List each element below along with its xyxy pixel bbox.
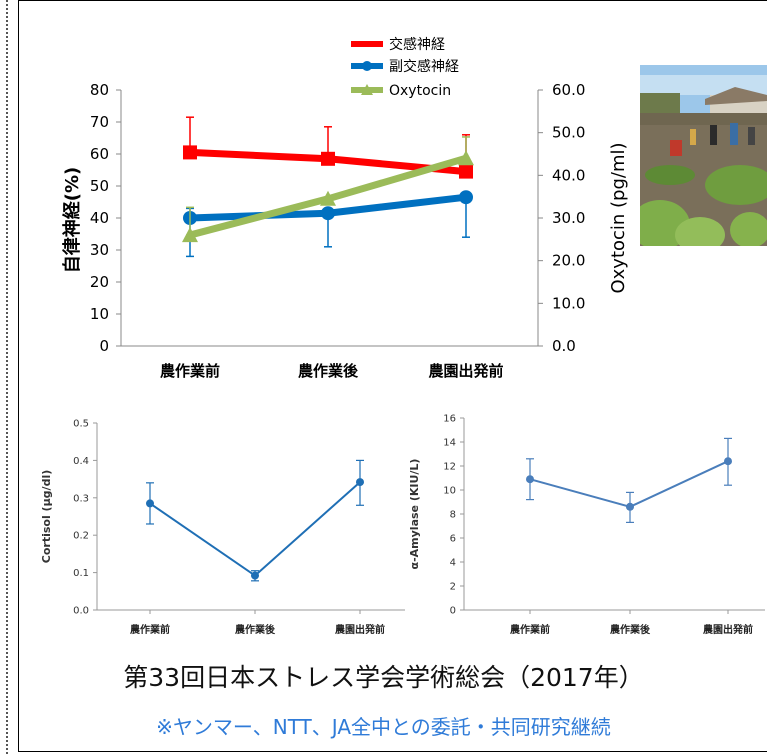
x-tick-label: 農作業前 — [510, 623, 550, 636]
y-tick-label: 16 — [443, 414, 456, 425]
y2-tick-label: 30.0 — [552, 209, 585, 227]
y-tick-label: 40 — [90, 209, 109, 227]
y2-tick-label: 0.0 — [552, 337, 576, 355]
y-tick-label: 0.4 — [73, 456, 89, 467]
data-point — [320, 190, 336, 206]
y-tick-label: 8 — [450, 510, 456, 521]
y-tick-label: 10 — [90, 305, 109, 323]
y-tick-label: 0.1 — [73, 568, 89, 579]
y-tick-label: 4 — [450, 558, 456, 569]
autonomic-nerve-chart: 0 10 20 30 40 50 60 70 80 0.0 10.0 20.0 30.0 40.0 50.0… — [61, 36, 629, 380]
data-point — [321, 206, 335, 221]
y-tick-label: 70 — [90, 113, 109, 131]
y2-axis-title: Oxytocin (pg/ml) — [608, 142, 629, 293]
y-tick-label: 12 — [443, 462, 456, 473]
data-point — [459, 190, 473, 205]
y-tick-label: 10 — [443, 486, 456, 497]
data-point — [459, 164, 473, 179]
x-tick-label: 農作業後 — [298, 362, 359, 380]
y-tick-label: 0.5 — [73, 419, 89, 430]
y-tick-label: 30 — [90, 241, 109, 259]
y2-tick-label: 10.0 — [552, 294, 585, 312]
y-tick-label: 60 — [90, 145, 109, 163]
y-axis-title: Cortisol (μg/dl) — [40, 470, 53, 563]
legend-marker — [361, 84, 373, 95]
page-divider — [6, 0, 8, 754]
y-axis-title: 自律神経(%) — [61, 167, 83, 274]
series-line — [529, 460, 729, 508]
conference-title: 第33回日本ストレス学会学術総会（2017年） — [123, 663, 644, 692]
x-tick-label: 農園出発前 — [335, 623, 385, 636]
x-tick-label: 農作業前 — [160, 362, 220, 380]
y2-tick-label: 40.0 — [552, 166, 585, 184]
legend-label: 副交感神経 — [389, 58, 459, 75]
data-point — [458, 150, 474, 166]
legend-label: 交感神経 — [389, 36, 445, 53]
series-2 — [182, 136, 474, 243]
y-tick-label: 6 — [450, 534, 456, 545]
data-point — [526, 475, 534, 484]
y-tick-label: 2 — [450, 582, 456, 593]
data-point — [724, 457, 732, 466]
x-tick-label: 農園出発前 — [703, 623, 753, 636]
y-axis-title: α-Amylase (KIU/L) — [408, 459, 421, 570]
research-note: ※ヤンマー、NTT、JA全中との委託・共同研究継続 — [156, 715, 611, 739]
y2-tick-label: 60.0 — [552, 81, 585, 99]
y2-tick-label: 20.0 — [552, 252, 585, 270]
legend-label: Oxytocin — [389, 83, 451, 99]
series-line — [149, 481, 361, 577]
x-tick-label: 農作業後 — [235, 623, 276, 636]
y-tick-label: 0 — [99, 337, 109, 355]
y-tick-label: 0.2 — [73, 531, 89, 542]
y-tick-label: 0.0 — [73, 606, 89, 617]
farm-photo — [640, 65, 767, 246]
data-point — [321, 151, 335, 166]
cortisol-chart: 0.0 0.1 0.2 0.3 0.4 0.5 農作業前 農作業後 農園出発前 Cortisol … — [40, 419, 405, 636]
data-point — [182, 227, 198, 243]
y-tick-label: 20 — [90, 273, 109, 291]
data-point — [251, 571, 259, 580]
y-tick-label: 0 — [450, 606, 456, 617]
data-point — [183, 145, 197, 160]
data-point — [146, 499, 154, 508]
x-tick-label: 農作業後 — [610, 623, 651, 636]
y-tick-label: 14 — [443, 438, 456, 449]
y-tick-label: 50 — [90, 177, 109, 195]
amylase-chart: 0 2 4 6 8 10 12 14 16 農作業前 農作業後 農園出発前 α-Amylase (KIU… — [408, 414, 765, 636]
x-tick-label: 農作業前 — [130, 623, 170, 636]
legend-marker — [362, 61, 372, 71]
slide-frame — [18, 0, 767, 752]
y-tick-label: 0.3 — [73, 493, 89, 504]
y2-tick-label: 50.0 — [552, 124, 585, 142]
x-tick-label: 農園出発前 — [428, 362, 503, 380]
y-tick-label: 80 — [90, 81, 109, 99]
data-point — [626, 502, 634, 511]
data-point — [356, 478, 364, 487]
